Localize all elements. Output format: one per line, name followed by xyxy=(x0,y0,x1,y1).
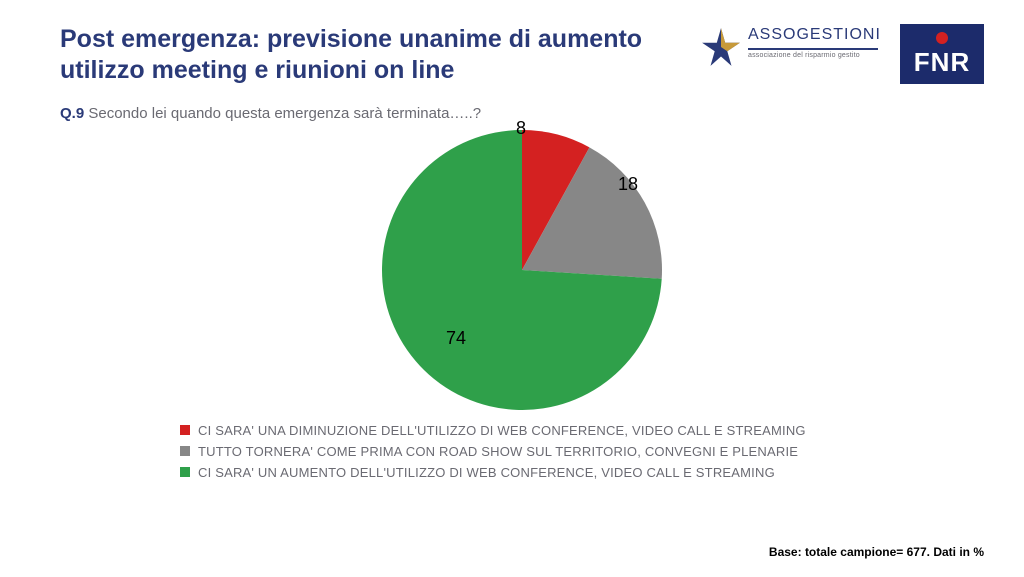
pie-data-label: 18 xyxy=(618,174,638,195)
chart-area: 81874 xyxy=(60,130,984,415)
legend-item: TUTTO TORNERA' COME PRIMA CON ROAD SHOW … xyxy=(180,444,984,459)
legend-swatch-icon xyxy=(180,467,190,477)
pie-data-label: 74 xyxy=(446,328,466,349)
star-icon xyxy=(700,26,742,68)
legend-item: CI SARA' UN AUMENTO DELL'UTILIZZO DI WEB… xyxy=(180,465,984,480)
pie-chart xyxy=(382,130,662,410)
assogestioni-underline xyxy=(748,48,878,50)
legend-label: CI SARA' UNA DIMINUZIONE DELL'UTILIZZO D… xyxy=(198,423,806,438)
pie-wrap: 81874 xyxy=(382,130,662,410)
legend-swatch-icon xyxy=(180,425,190,435)
fnr-text: FNR xyxy=(914,47,970,78)
legend-item: CI SARA' UNA DIMINUZIONE DELL'UTILIZZO D… xyxy=(180,423,984,438)
logos-area: ASSOGESTIONI associazione del risparmio … xyxy=(700,24,984,84)
page-title: Post emergenza: previsione unanime di au… xyxy=(60,24,660,87)
legend-label: CI SARA' UN AUMENTO DELL'UTILIZZO DI WEB… xyxy=(198,465,775,480)
legend: CI SARA' UNA DIMINUZIONE DELL'UTILIZZO D… xyxy=(180,423,984,480)
header-row: Post emergenza: previsione unanime di au… xyxy=(60,24,984,87)
slide-root: Post emergenza: previsione unanime di au… xyxy=(0,0,1024,577)
fnr-logo: FNR xyxy=(900,24,984,84)
assogestioni-logo: ASSOGESTIONI associazione del risparmio … xyxy=(700,24,890,70)
legend-swatch-icon xyxy=(180,446,190,456)
base-note: Base: totale campione= 677. Dati in % xyxy=(769,545,984,559)
question-number: Q.9 xyxy=(60,105,84,122)
question-text: Secondo lei quando questa emergenza sarà… xyxy=(88,105,481,122)
legend-label: TUTTO TORNERA' COME PRIMA CON ROAD SHOW … xyxy=(198,444,798,459)
fnr-dot-icon xyxy=(936,32,948,44)
pie-data-label: 8 xyxy=(516,118,526,139)
assogestioni-brand: ASSOGESTIONI xyxy=(748,26,881,44)
assogestioni-subtitle: associazione del risparmio gestito xyxy=(748,52,860,59)
